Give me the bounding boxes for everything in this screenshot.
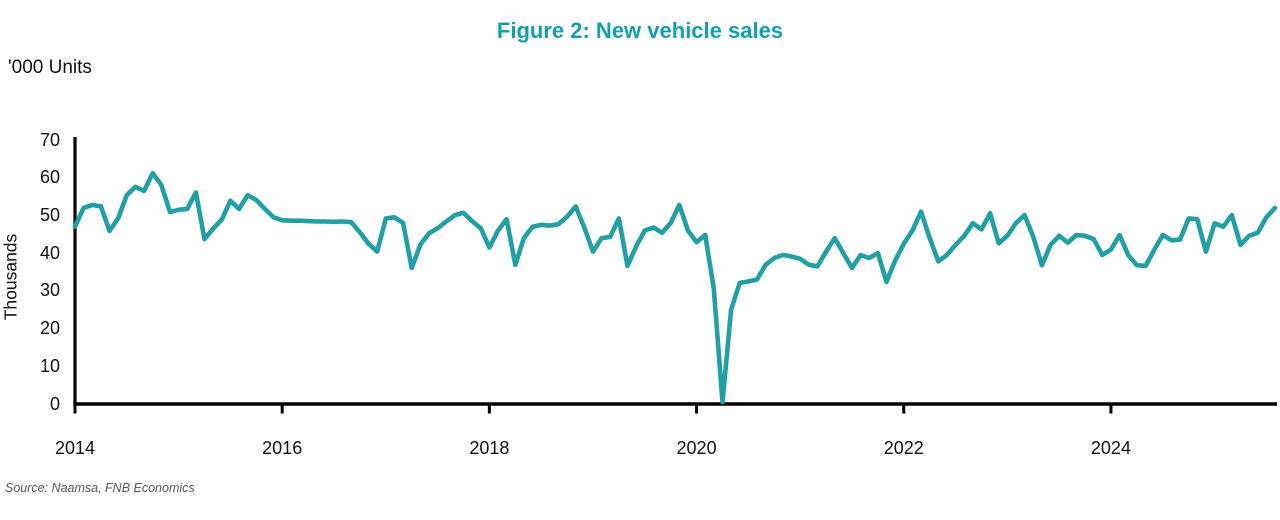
x-tick-label: 2024 [1090, 438, 1131, 458]
y-tick-label: 50 [39, 204, 60, 225]
x-tick-label: 2014 [54, 438, 96, 458]
x-tick-label: 2022 [883, 438, 924, 458]
chart-title: Figure 2: New vehicle sales [496, 18, 784, 43]
y-tick-label: 20 [39, 318, 60, 339]
units-label: '000 Units [8, 57, 92, 78]
y-tick-label: 0 [49, 393, 60, 414]
y-tick-label: 70 [39, 129, 60, 150]
sales-line [72, 170, 1278, 405]
x-tick-label: 2016 [262, 438, 303, 458]
source-note: Source: Naamsa, FNB Economics [5, 481, 195, 495]
y-tick-label: 10 [39, 355, 60, 376]
x-tick-label: 2020 [676, 438, 717, 458]
x-tick-label: 2018 [469, 438, 510, 458]
y-tick-label: 60 [39, 167, 60, 188]
y-tick-label: 40 [39, 242, 60, 263]
y-tick-label: 30 [39, 280, 60, 301]
